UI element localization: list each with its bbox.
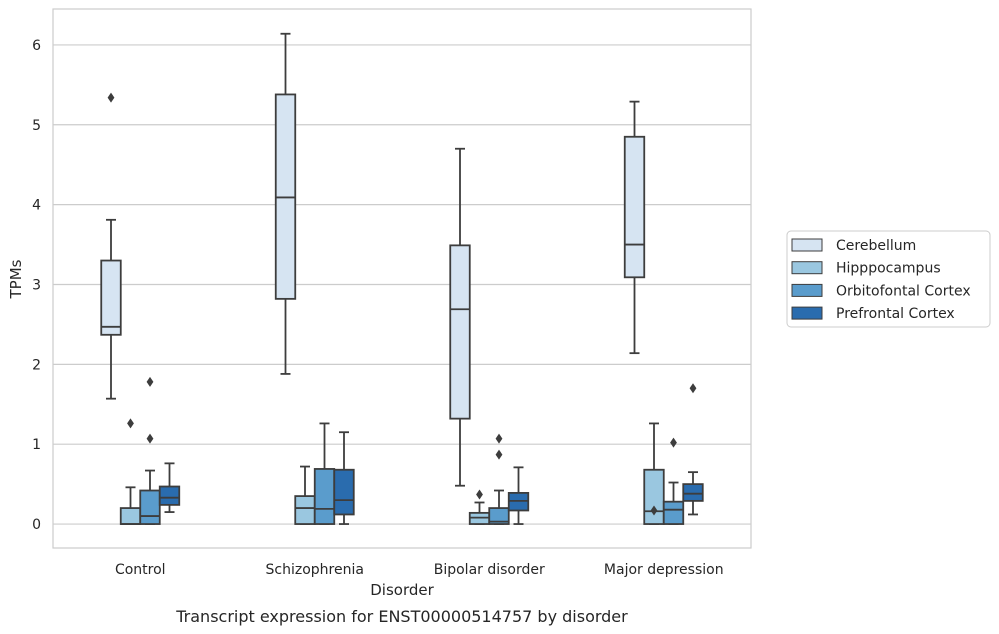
box-cerebellum (101, 93, 121, 399)
x-tick-label: Major depression (604, 562, 724, 578)
outlier-point (108, 93, 115, 103)
outlier-point (670, 438, 677, 448)
box-cerebellum (276, 34, 296, 374)
y-tick-label: 3 (32, 277, 41, 293)
y-tick-label: 4 (32, 198, 41, 214)
outlier-point (496, 434, 503, 444)
outlier-point (147, 377, 154, 387)
legend-swatch (792, 284, 822, 296)
box-hipppocampus (121, 418, 141, 524)
gridlines (53, 45, 751, 524)
box-prefrontal-cortex (683, 383, 703, 514)
box-cerebellum (625, 102, 645, 354)
x-tick-label: Bipolar disorder (434, 562, 545, 578)
box-series (101, 34, 703, 524)
legend-swatch (792, 262, 822, 274)
legend-label: Orbitofontal Cortex (836, 283, 971, 299)
box-iqr (450, 245, 470, 418)
legend-label: Hipppocampus (836, 261, 941, 277)
x-tick-label: Schizophrenia (266, 562, 364, 578)
legend: Cerebellum Hipppocampus Orbitofontal Corte… (787, 231, 990, 327)
box-orbitofontal-cortex (315, 423, 335, 524)
outlier-point (127, 418, 134, 428)
box-orbitofontal-cortex (489, 434, 509, 524)
box-prefrontal-cortex (509, 467, 529, 524)
chart-caption: Transcript expression for ENST0000051475… (175, 607, 628, 626)
outlier-point (690, 383, 697, 393)
box-iqr (101, 261, 121, 335)
legend-label: Prefrontal Cortex (836, 306, 955, 322)
y-tick-label: 1 (32, 437, 41, 453)
y-tick-label: 2 (32, 357, 41, 373)
x-axis-label: Disorder (370, 581, 434, 599)
box-cerebellum (450, 149, 470, 486)
legend-swatch (792, 239, 822, 251)
box-hipppocampus (470, 489, 490, 524)
box-iqr (160, 487, 180, 505)
box-iqr (683, 484, 703, 501)
outlier-point (496, 450, 503, 460)
box-iqr (295, 496, 315, 524)
y-tick-label: 6 (32, 38, 41, 54)
box-plot-chart: 0 1 2 3 4 5 6 Control Schizophrenia Bipolar diso… (0, 0, 999, 634)
box-iqr (625, 137, 645, 278)
y-tick-label: 0 (32, 517, 41, 533)
box-iqr (315, 469, 335, 524)
outlier-point (476, 489, 483, 499)
box-iqr (664, 502, 684, 524)
plot-frame (53, 9, 751, 548)
box-iqr (334, 470, 354, 515)
x-tick-labels: Control Schizophrenia Bipolar disorder Majo… (115, 562, 724, 578)
box-hipppocampus (295, 467, 315, 524)
x-tick-label: Control (115, 562, 166, 578)
y-axis-label: TPMs (7, 259, 25, 299)
outlier-point (147, 434, 154, 444)
box-prefrontal-cortex (160, 463, 180, 512)
box-iqr (121, 508, 141, 524)
legend-swatch (792, 307, 822, 319)
box-orbitofontal-cortex (140, 377, 160, 524)
y-tick-labels: 0 1 2 3 4 5 6 (32, 38, 41, 533)
box-hipppocampus (644, 423, 664, 524)
box-iqr (140, 491, 160, 525)
box-iqr (644, 470, 664, 524)
box-orbitofontal-cortex (664, 438, 684, 524)
box-prefrontal-cortex (334, 432, 354, 524)
legend-label: Cerebellum (836, 238, 916, 254)
y-tick-label: 5 (32, 118, 41, 134)
